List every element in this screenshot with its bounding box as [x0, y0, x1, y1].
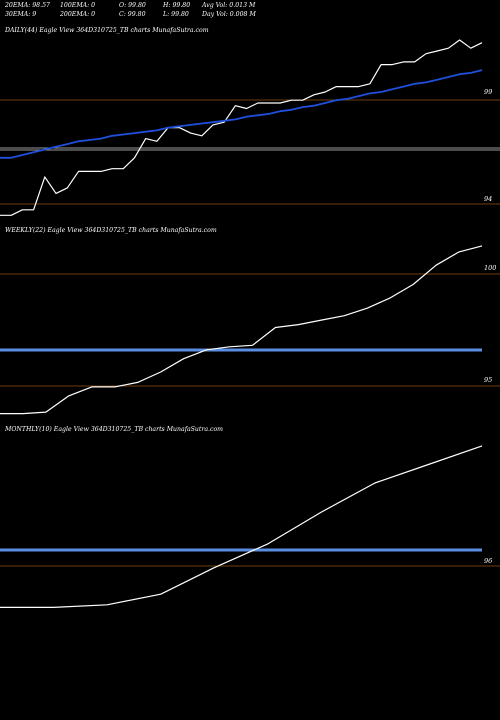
monthly-panel-label: MONTHLY(10) Eagle View 364D310725_TB cha…	[5, 426, 224, 433]
y-tick-label: 95	[484, 376, 492, 384]
monthly-panel: 96	[0, 445, 500, 609]
avg-vol-readout: Avg Vol: 0.013 M	[202, 2, 256, 9]
day-vol-readout: Day Vol: 0.008 M	[202, 11, 256, 18]
ema20-readout: 20EMA: 98.57	[5, 2, 50, 9]
close-readout: C: 99.80	[119, 11, 146, 18]
weekly-panel-label: WEEKLY(22) Eagle View 364D310725_TB char…	[5, 227, 217, 234]
ema200-readout: 200EMA: 0	[60, 11, 96, 18]
y-tick-label: 96	[484, 557, 492, 565]
high-readout: H: 99.80	[163, 2, 191, 9]
open-readout: O: 99.80	[119, 2, 146, 9]
ema30-readout: 30EMA: 9	[5, 11, 37, 18]
weekly-panel: 100 95	[0, 245, 500, 415]
daily-panel-label: DAILY(44) Eagle View 364D310725_TB chart…	[5, 27, 209, 34]
y-tick-label: 99	[484, 88, 492, 96]
ema100-readout: 100EMA: 0	[60, 2, 96, 9]
price-line	[0, 39, 483, 216]
low-readout: L: 99.80	[163, 11, 189, 18]
price-line	[0, 445, 483, 609]
y-tick-label: 94	[484, 195, 492, 203]
price-line	[0, 245, 483, 415]
y-tick-label: 100	[484, 264, 496, 272]
daily-panel: 99 94	[0, 39, 500, 216]
ema-line	[0, 69, 483, 159]
